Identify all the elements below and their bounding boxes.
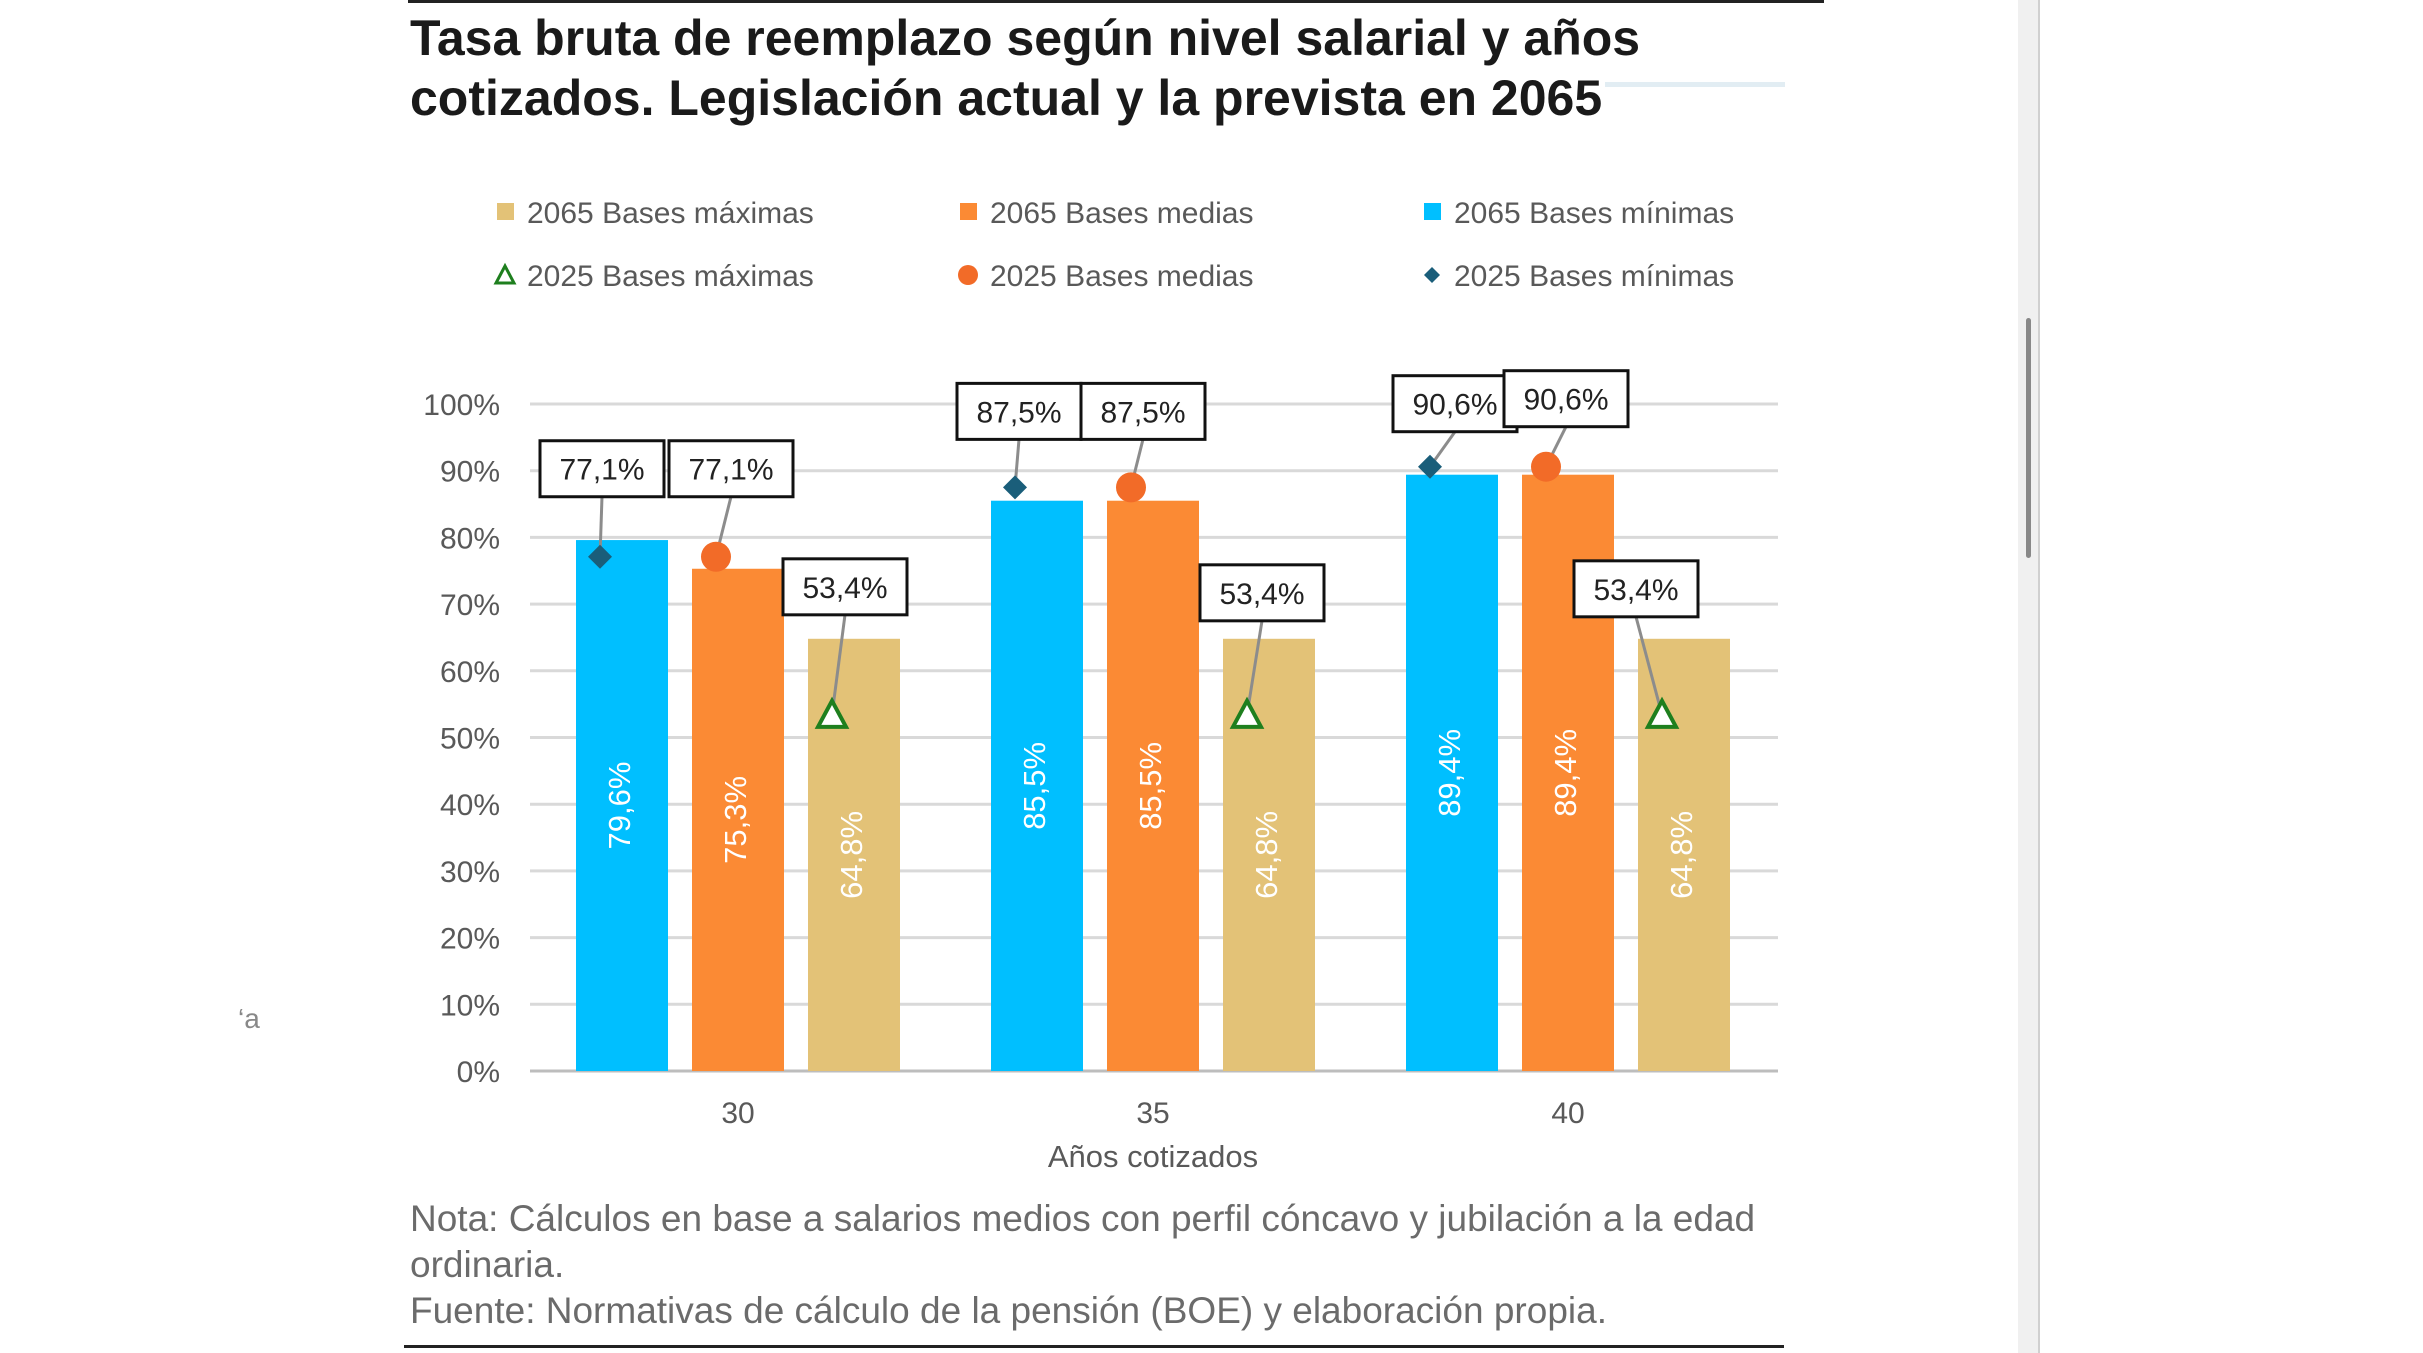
legend-label-2065-bases-maximas: 2065 Bases máximas (527, 197, 814, 230)
marker-2025-bases-maximas (814, 696, 850, 729)
bar-value-label: 89,4% (1432, 729, 1467, 817)
callout-value-label: 77,1% (688, 454, 773, 487)
chart-note: Nota: Cálculos en base a salarios medios… (410, 1196, 1790, 1334)
legend-label-2065-bases-medias: 2065 Bases medias (990, 197, 1254, 230)
bar-value-label: 64,8% (1664, 811, 1699, 899)
legend-marker-2065-bases-medias (960, 203, 977, 220)
bar-2065-bases-medias (692, 568, 784, 1071)
legend-label-2025-bases-maximas: 2025 Bases máximas (527, 260, 814, 293)
scrollbar-track[interactable] (2018, 0, 2038, 1353)
legend-label-2025-bases-medias: 2025 Bases medias (990, 260, 1254, 293)
y-tick-label: 70% (440, 589, 500, 622)
x-tick-label: 40 (1551, 1097, 1584, 1130)
legend-label-2065-bases-minimas: 2065 Bases mínimas (1454, 197, 1734, 230)
callout-leader (1245, 620, 1264, 716)
marker-2025-bases-medias (1116, 472, 1146, 503)
bar-2065-bases-maximas (808, 638, 900, 1071)
marker-2025-bases-maximas (1644, 696, 1680, 729)
callout-box (781, 557, 909, 617)
legend-marker-2025-bases-minimas (1424, 267, 1440, 283)
stray-text: ‘a (238, 1003, 260, 1034)
y-tick-label: 90% (440, 456, 500, 489)
callout-value-label: 53,4% (1593, 574, 1678, 607)
callout-value-label: 77,1% (559, 454, 644, 487)
scrollbar-edge (2038, 0, 2040, 1353)
bar-value-label: 85,5% (1133, 742, 1168, 830)
callout-leader (1634, 616, 1664, 716)
markers: 77,1% 87,5% 90,6% 77,1% 87,5% 90,6% 53,4% 53,4%… (538, 369, 1700, 729)
callout-value-label: 53,4% (802, 572, 887, 605)
y-tick-label: 30% (440, 856, 500, 889)
marker-2025-bases-minimas (588, 544, 612, 569)
legend-marker-2065-bases-maximas (497, 203, 514, 220)
marker-2025-bases-medias (1531, 451, 1561, 482)
legend: 2065 Bases máximas 2065 Bases medias 2065 … (493, 197, 1734, 293)
callout-box (538, 439, 666, 499)
callout-value-label: 90,6% (1523, 384, 1608, 417)
scrollbar-thumb[interactable] (2026, 318, 2031, 558)
y-tick-label: 50% (440, 723, 500, 756)
y-tick-label: 60% (440, 656, 500, 689)
chart-title: Tasa bruta de reemplazo según nivel sala… (410, 8, 1710, 128)
x-axis-label: Años cotizados (1048, 1139, 1258, 1174)
note-line-1: Nota: Cálculos en base a salarios medios… (410, 1198, 1756, 1239)
bar-value-label: 64,8% (834, 811, 869, 899)
bar-value-label: 79,6% (602, 762, 637, 850)
legend-marker-2025-bases-maximas (493, 262, 517, 285)
note-line-2: ordinaria. (410, 1244, 565, 1285)
callout-box (1502, 369, 1630, 429)
callout-box (1079, 381, 1207, 441)
bar-2065-bases-minimas (576, 540, 668, 1071)
source-line: Fuente: Normativas de cálculo de la pens… (410, 1290, 1607, 1331)
marker-2025-bases-minimas (1418, 454, 1442, 479)
bar-2065-bases-maximas (1638, 638, 1730, 1071)
marker-2025-bases-minimas (1003, 475, 1027, 500)
bottom-rule (404, 1345, 1784, 1348)
x-tick-label: 35 (1136, 1097, 1169, 1130)
y-tick-label: 40% (440, 789, 500, 822)
y-tick-label: 10% (440, 989, 500, 1022)
chart-svg: 2065 Bases máximas 2065 Bases medias 2065 … (423, 197, 1778, 1174)
callout-box (1572, 559, 1700, 619)
faint-watermark-mark (1605, 82, 1785, 87)
title-line-2: cotizados. Legislación actual y la previ… (410, 70, 1603, 126)
legend-marker-2065-bases-minimas (1424, 203, 1441, 220)
legend-marker-2025-bases-medias (958, 265, 978, 285)
bar-value-label: 64,8% (1249, 811, 1284, 899)
y-tick-label: 80% (440, 522, 500, 555)
bar-value-label: 89,4% (1548, 729, 1583, 817)
callout-value-label: 53,4% (1219, 578, 1304, 611)
callout-box (1198, 563, 1326, 623)
callout-value-label: 90,6% (1412, 389, 1497, 422)
bar-2065-bases-maximas (1223, 638, 1315, 1071)
callout-box (667, 439, 795, 499)
y-tick-label: 0% (457, 1056, 500, 1089)
top-rule (408, 0, 1824, 3)
bar-2065-bases-minimas (991, 500, 1083, 1072)
callout-box (955, 381, 1083, 441)
axes: 0% 10% 20% 30% 40% 50% 60% 70% 80% 90% 100% 30 35 40 A… (423, 389, 1584, 1174)
title-line-1: Tasa bruta de reemplazo según nivel sala… (410, 10, 1641, 66)
marker-2025-bases-medias (701, 541, 731, 572)
bar-2065-bases-medias (1107, 500, 1199, 1072)
bar-value-label: 85,5% (1017, 742, 1052, 830)
callout-value-label: 87,5% (976, 396, 1061, 429)
y-tick-label: 20% (440, 923, 500, 956)
callout-leader (830, 614, 847, 716)
x-tick-label: 30 (721, 1097, 754, 1130)
legend-label-2025-bases-minimas: 2025 Bases mínimas (1454, 260, 1734, 293)
bars: 79,6% 85,5% 89,4% 75,3% 85,5% 89,4% 64,8% 64,8%… (576, 474, 1730, 1072)
bar-value-label: 75,3% (718, 776, 753, 864)
y-tick-label: 100% (423, 389, 500, 422)
callout-value-label: 87,5% (1100, 396, 1185, 429)
bar-2065-bases-minimas (1406, 474, 1498, 1071)
marker-2025-bases-maximas (1229, 696, 1265, 729)
